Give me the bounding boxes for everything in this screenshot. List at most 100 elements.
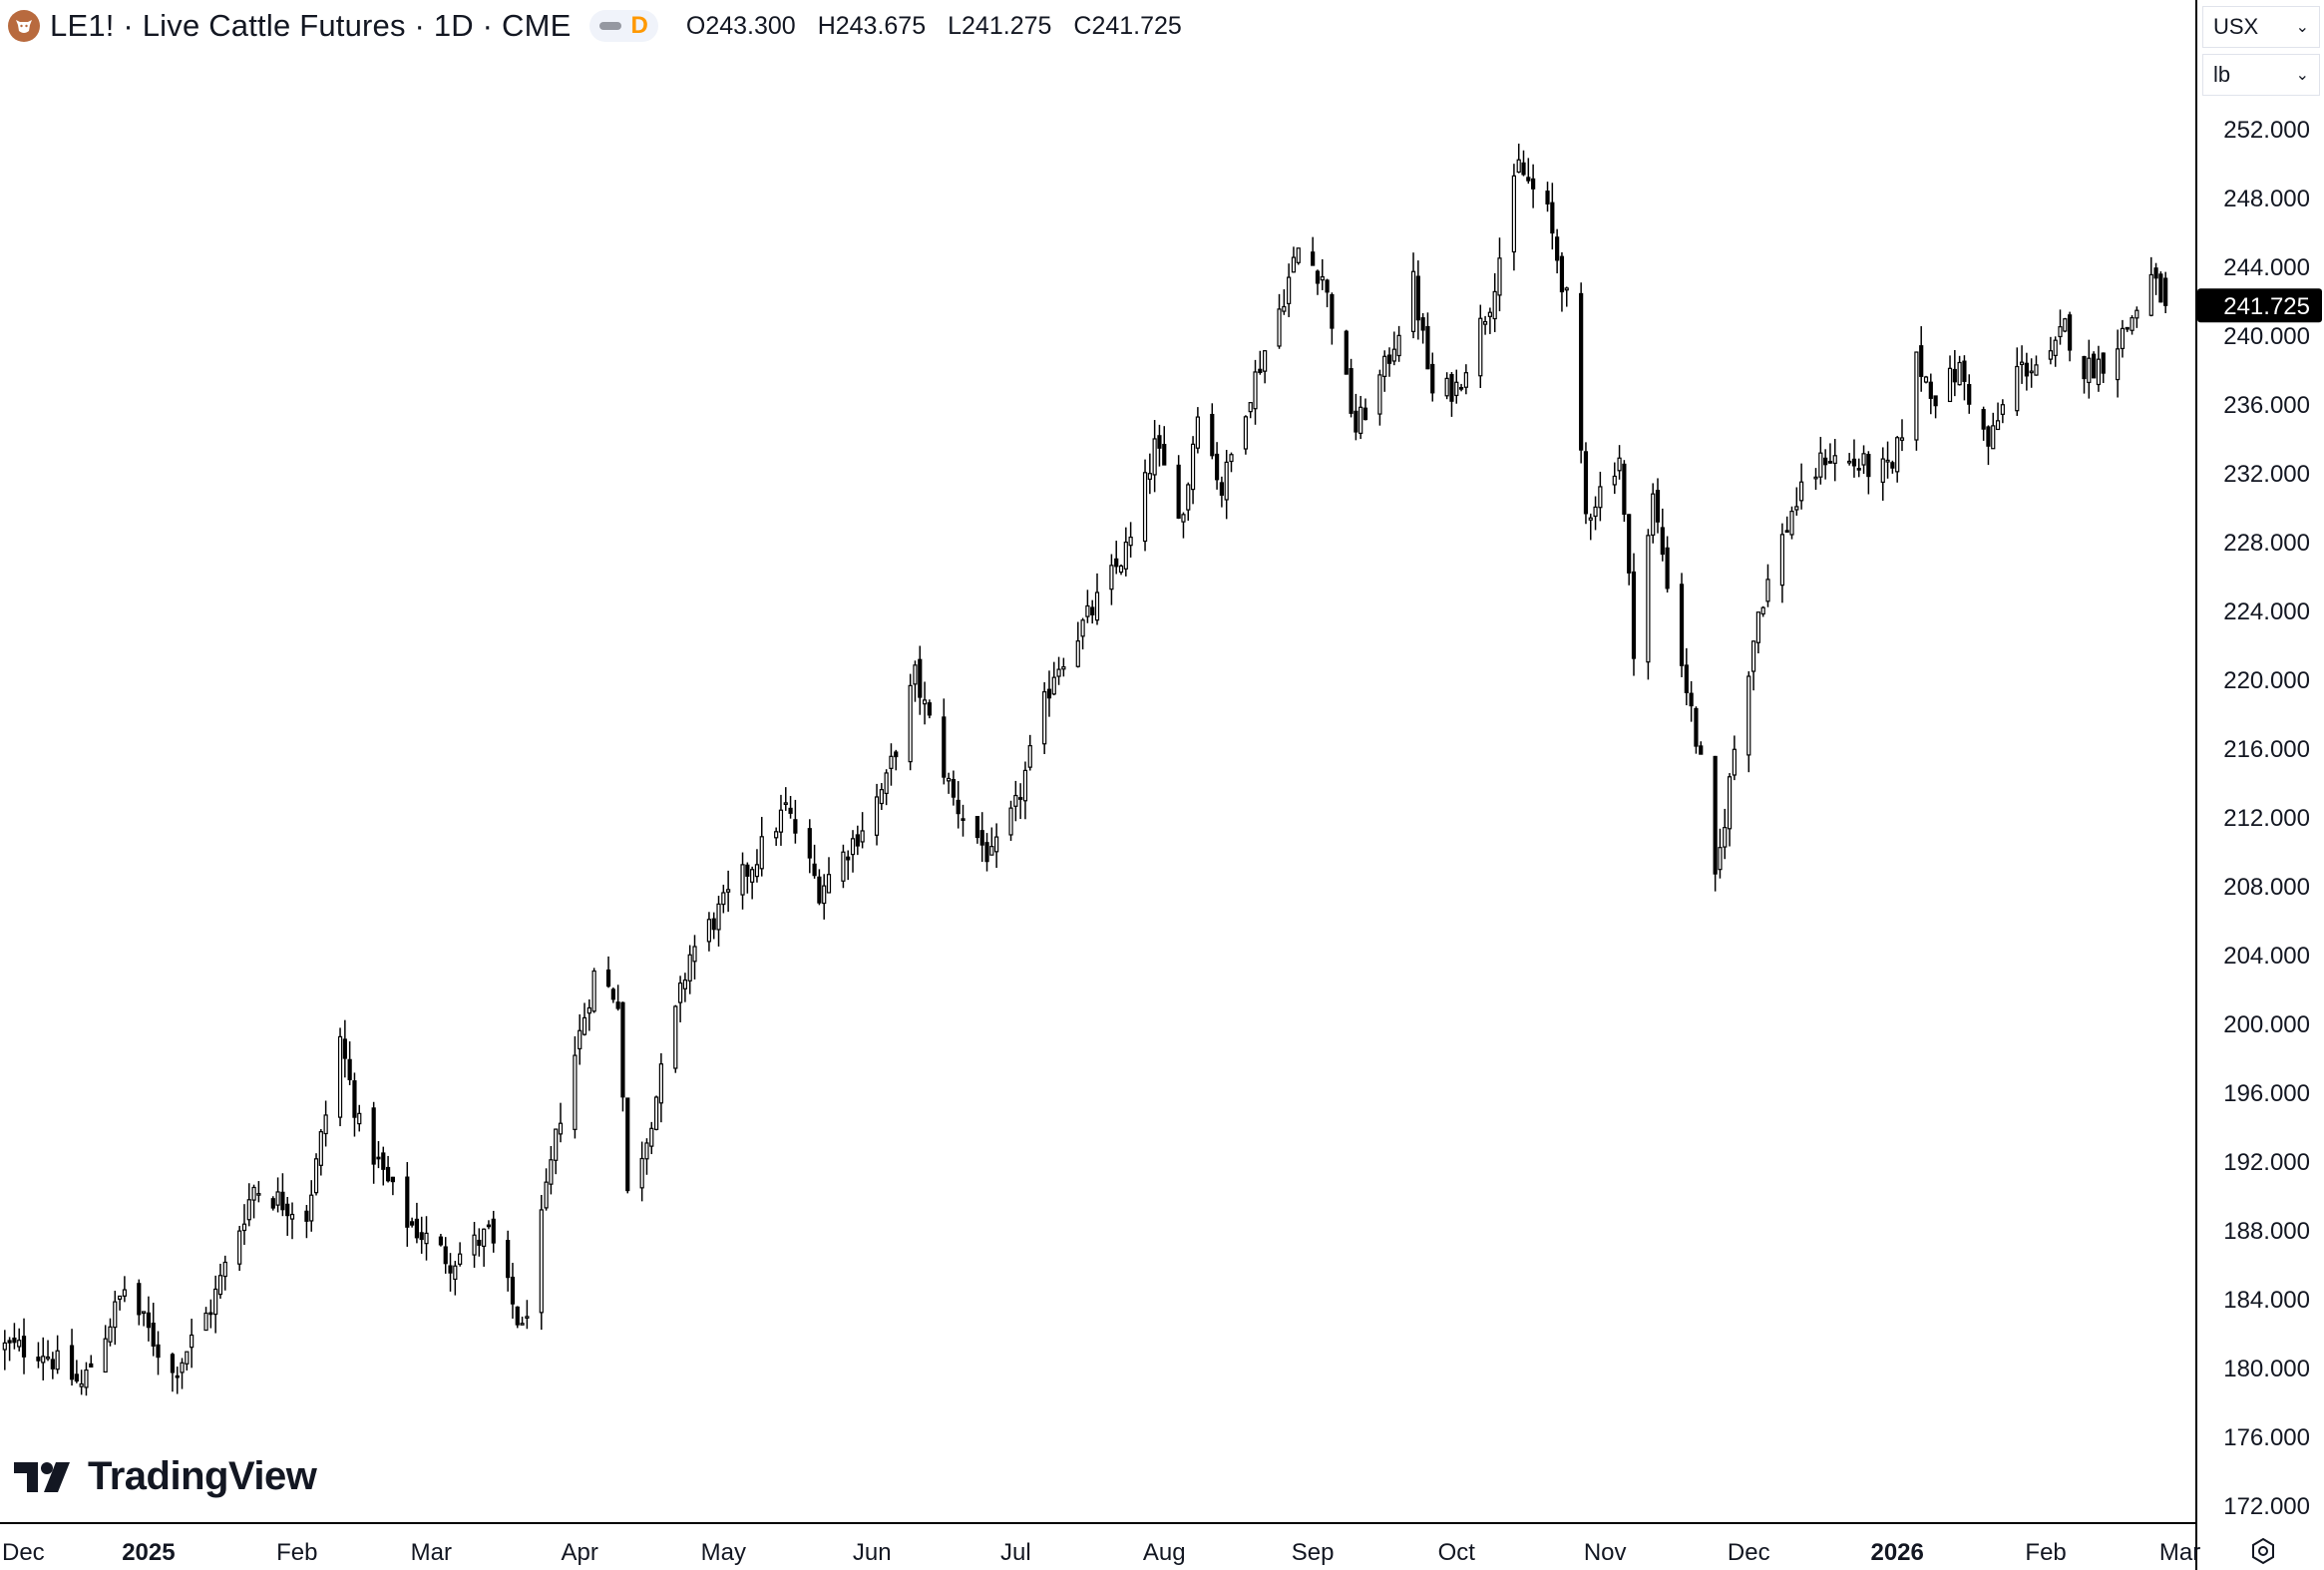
candle-body (103, 1338, 108, 1374)
candle (1631, 553, 1637, 676)
candle (817, 869, 822, 906)
candle-body (855, 834, 860, 847)
candle-body (438, 1236, 444, 1246)
candle (1718, 828, 1723, 879)
candle-body (951, 779, 956, 798)
candle-body (448, 1265, 453, 1274)
candle-body (170, 1354, 176, 1374)
candle-body (222, 1261, 227, 1278)
candle (1311, 236, 1316, 266)
candle-body (491, 1218, 496, 1244)
symbol-title[interactable]: LE1! · Live Cattle Futures · 1D · CME (50, 8, 572, 43)
candle (740, 852, 745, 910)
candle (1090, 599, 1095, 624)
candle-body (251, 1186, 256, 1201)
candle (486, 1220, 492, 1230)
candle-body (1396, 334, 1401, 357)
candle (1818, 436, 1823, 485)
candle (237, 1226, 242, 1272)
candle (2058, 309, 2063, 345)
candle-body (390, 1176, 395, 1183)
candle (1760, 605, 1765, 617)
candle-body (1382, 355, 1387, 377)
candle (1847, 453, 1852, 466)
candle (323, 1100, 328, 1147)
candle (841, 844, 846, 889)
time-tick-label: May (701, 1539, 746, 1566)
market-status-pill[interactable]: D (588, 10, 658, 42)
time-tick-label: Nov (1584, 1539, 1627, 1566)
candle (1866, 451, 1871, 495)
cattle-logo-icon (8, 10, 40, 42)
candle (591, 968, 596, 1013)
candle-body (1555, 236, 1560, 261)
price-tick-label: 208.000 (2223, 874, 2310, 901)
candle-body (1487, 311, 1492, 317)
candle-body (342, 1038, 347, 1059)
candle-body (2120, 327, 2126, 350)
candle (180, 1358, 185, 1389)
candle-body (2024, 362, 2029, 377)
candle-body (190, 1334, 194, 1349)
candle (961, 804, 966, 837)
candle-body (1818, 452, 1823, 478)
candle-body (841, 851, 846, 882)
price-axis[interactable]: 252.000 248.000 244.000 240.000 236.000 232.0… (2195, 0, 2310, 1570)
price-tick-label: 252.000 (2223, 117, 2310, 144)
candle (1660, 508, 1665, 562)
candle-body (1386, 354, 1392, 364)
candle (1755, 611, 1760, 654)
candle-body (1463, 372, 1468, 388)
candle (285, 1197, 290, 1236)
candle (1651, 483, 1656, 544)
candle (1362, 398, 1368, 421)
candle (1679, 573, 1685, 677)
delayed-badge: D (630, 12, 648, 39)
candle (850, 830, 856, 873)
candle-body (1967, 384, 1972, 405)
candle (1253, 359, 1258, 425)
candle-body (1947, 367, 1953, 403)
candle-body (1617, 457, 1622, 472)
candle-body (256, 1193, 261, 1196)
candle-body (1789, 511, 1794, 536)
candle-body (385, 1166, 391, 1182)
currency-dropdown[interactable]: USX ⌄ (2202, 6, 2320, 48)
tradingview-logo[interactable]: TradingView (14, 1454, 317, 1499)
price-tick-label: 232.000 (2223, 461, 2310, 488)
candle-body (1094, 591, 1100, 621)
time-tick-label: Mar (411, 1539, 452, 1566)
candle (1061, 657, 1066, 677)
candle-body (2034, 364, 2039, 376)
candle-body (774, 831, 779, 839)
unit-dropdown[interactable]: lb ⌄ (2202, 54, 2320, 96)
time-axis[interactable]: Dec 2025 Feb Mar Apr May Jun Jul Aug Sep Oct Nov Dec… (0, 1522, 2200, 1566)
candle-body (692, 946, 697, 963)
candle-body (994, 836, 999, 853)
time-tick-label: Aug (1143, 1539, 1186, 1566)
candle-body (151, 1323, 156, 1347)
candle (793, 799, 798, 844)
candle-body (726, 889, 731, 893)
candle-body (558, 1122, 564, 1135)
candle (1296, 247, 1301, 265)
candle-body (1885, 459, 1890, 463)
candle (137, 1279, 142, 1326)
candle-body (1224, 461, 1229, 501)
candle-body (246, 1199, 251, 1221)
candle-body (653, 1096, 659, 1130)
time-tick-label: Jul (1000, 1539, 1031, 1566)
candle-body (117, 1295, 123, 1300)
chart-settings-icon[interactable] (2248, 1536, 2278, 1566)
candle (1094, 573, 1100, 625)
candle (1114, 541, 1119, 575)
candle (706, 912, 712, 952)
candle (520, 1316, 525, 1326)
candle (453, 1261, 458, 1296)
candle (721, 884, 726, 914)
time-tick-label: 2025 (122, 1539, 175, 1566)
candle-body (2063, 318, 2068, 332)
candle (1123, 527, 1128, 577)
candle (1224, 449, 1229, 520)
